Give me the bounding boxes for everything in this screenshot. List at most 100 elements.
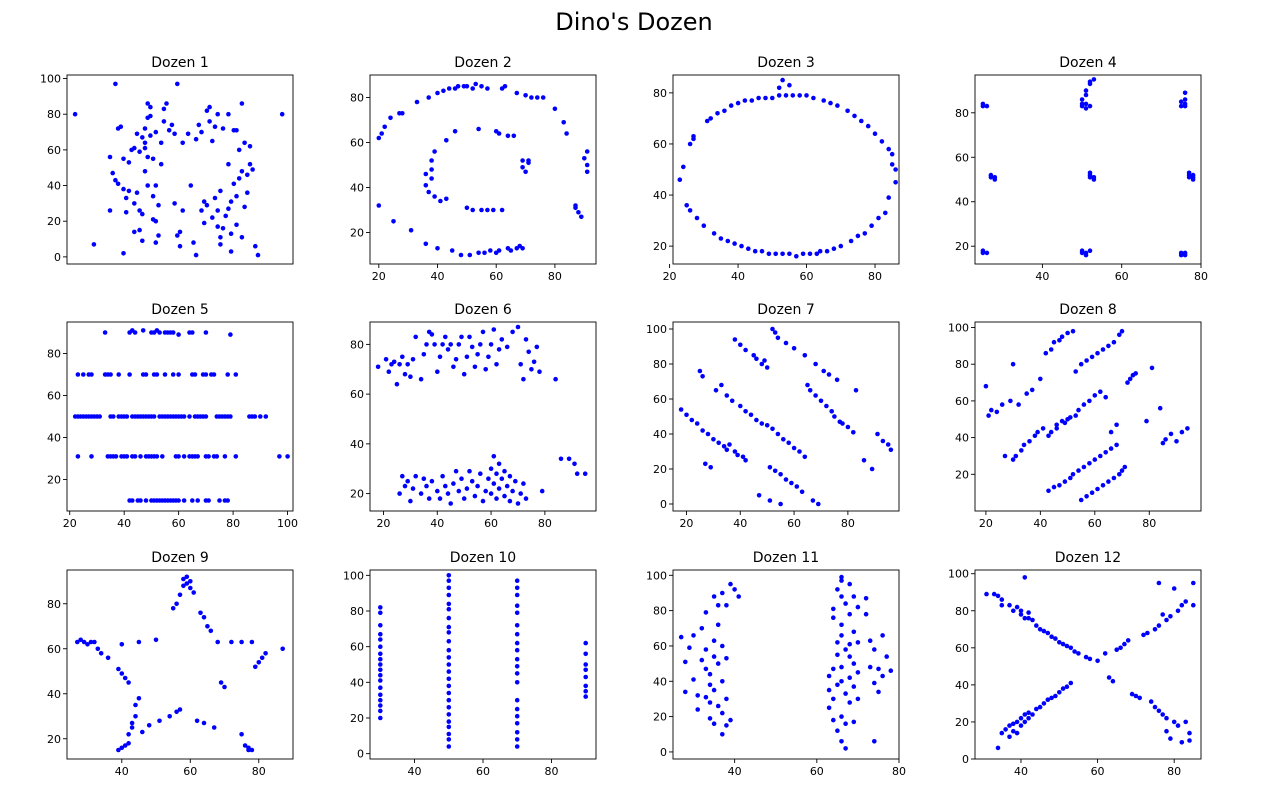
y-tick-label: 80 (47, 348, 61, 361)
data-point (1057, 338, 1062, 343)
data-point (461, 496, 467, 501)
data-point (170, 372, 176, 377)
data-point (151, 414, 157, 419)
data-point (228, 332, 233, 337)
x-tick-label: 80 (548, 270, 562, 283)
data-point (749, 98, 755, 103)
data-point (1133, 693, 1139, 699)
data-point (514, 631, 520, 637)
y-tick-label: 20 (47, 215, 61, 228)
data-point (1111, 339, 1117, 345)
data-point (479, 207, 484, 213)
data-point (540, 95, 546, 100)
y-tick-label: 20 (47, 733, 61, 746)
data-point (239, 235, 245, 240)
data-point (855, 604, 861, 610)
data-point (523, 93, 528, 98)
data-point (1156, 580, 1162, 586)
data-point (1125, 380, 1130, 385)
data-point (703, 647, 709, 652)
data-point (1057, 483, 1062, 488)
data-point (129, 720, 135, 726)
data-point (813, 361, 818, 367)
data-point (843, 721, 848, 726)
data-point (423, 171, 429, 177)
data-point (514, 603, 520, 608)
data-point (1119, 328, 1125, 334)
data-point (483, 488, 489, 494)
data-point (494, 471, 499, 477)
data-point (514, 706, 520, 712)
data-point (1045, 697, 1051, 702)
data-point (378, 678, 383, 683)
data-point (499, 337, 505, 342)
data-point (1186, 175, 1192, 180)
data-point (446, 697, 452, 703)
data-point (684, 412, 689, 418)
scatter-panel: Dozen 2 20 40 60 80 20 40 60 80 (350, 55, 597, 283)
data-point (876, 689, 881, 695)
data-point (1117, 472, 1122, 477)
data-point (140, 238, 145, 244)
x-tick-label: 80 (226, 517, 240, 530)
data-point (746, 246, 751, 251)
data-point (711, 437, 716, 442)
data-point (514, 671, 520, 676)
data-point (408, 374, 413, 380)
data-point (1062, 479, 1068, 484)
data-point (126, 188, 132, 194)
x-tick-label: 60 (1088, 517, 1102, 530)
data-point (231, 181, 237, 187)
x-tick-label: 60 (172, 517, 186, 530)
data-point (459, 476, 464, 482)
data-point (228, 231, 234, 236)
data-point (233, 372, 239, 377)
data-point (711, 594, 717, 599)
data-point (418, 491, 424, 496)
data-point (872, 739, 877, 744)
data-point (1018, 608, 1024, 614)
data-point (210, 215, 215, 220)
data-point (158, 140, 164, 146)
data-point (376, 135, 382, 141)
data-point (110, 170, 115, 176)
data-point (201, 720, 207, 726)
data-point (277, 454, 282, 459)
data-point (133, 714, 138, 719)
data-point (496, 347, 502, 352)
data-point (518, 362, 523, 367)
data-point (995, 593, 1001, 599)
data-point (249, 639, 255, 645)
data-point (851, 661, 857, 666)
data-point (1046, 488, 1051, 494)
data-point (446, 573, 452, 578)
data-point (729, 398, 735, 404)
data-point (838, 243, 844, 249)
data-point (478, 471, 483, 477)
axes-frame (369, 569, 597, 760)
data-point (1152, 627, 1158, 632)
data-point (485, 207, 490, 213)
data-point (138, 498, 143, 503)
data-point (1053, 636, 1058, 641)
data-point (180, 208, 185, 213)
x-tick-label: 40 (117, 517, 131, 530)
data-point (426, 95, 432, 100)
data-point (177, 592, 183, 598)
y-tick-label: 80 (653, 87, 667, 100)
data-point (773, 251, 778, 257)
data-point (1182, 252, 1188, 258)
data-point (707, 682, 713, 688)
x-tick-label: 40 (1035, 270, 1049, 283)
data-point (851, 684, 857, 689)
data-point (198, 610, 203, 616)
data-point (984, 250, 990, 256)
data-point (502, 84, 508, 89)
data-point (379, 131, 385, 136)
data-point (397, 491, 402, 496)
data-point (1081, 464, 1087, 470)
scatter-panel: Dozen 10 40 60 80 0 20 40 60 80 100 (343, 550, 597, 778)
data-point (684, 203, 689, 208)
data-point (703, 694, 709, 700)
data-point (1007, 734, 1012, 740)
